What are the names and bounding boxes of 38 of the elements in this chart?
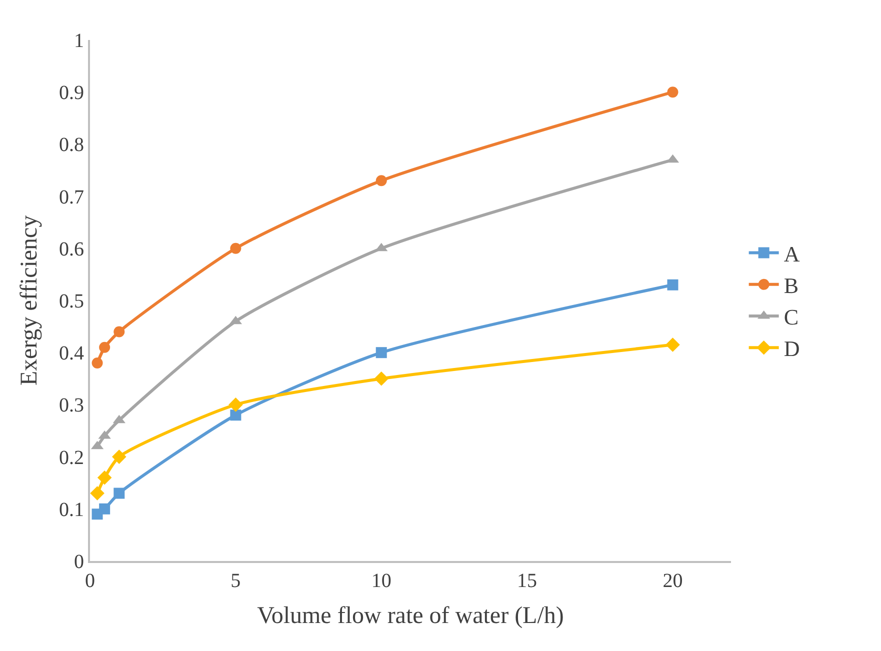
point — [666, 338, 680, 352]
y-tick-label: 0.3 — [59, 394, 84, 417]
point — [92, 358, 103, 369]
x-tick-label: 15 — [517, 570, 538, 592]
y-tick-label: 0.9 — [59, 82, 84, 104]
point — [376, 347, 387, 358]
point — [667, 86, 678, 98]
y-tick-label: 1 — [74, 30, 84, 52]
legend-label: A — [784, 241, 800, 266]
point — [376, 175, 387, 186]
y-tick-label: 0.5 — [59, 290, 84, 312]
y-tick-label: 0.6 — [59, 238, 84, 260]
point — [230, 242, 242, 254]
y-tick-label: 0.1 — [59, 498, 84, 521]
point — [90, 486, 104, 500]
legend-label: D — [784, 336, 800, 362]
legend-label: C — [784, 304, 799, 330]
point — [114, 488, 125, 499]
y-tick-label: 0.7 — [59, 186, 84, 208]
x-tick-label: 5 — [230, 570, 241, 592]
point — [230, 410, 242, 421]
point — [228, 398, 243, 412]
point — [667, 279, 678, 290]
y-tick-label: 0.4 — [59, 342, 84, 365]
point — [97, 470, 112, 485]
x-axis-title: Volume flow rate of water (L/h) — [257, 602, 564, 629]
point — [99, 342, 110, 353]
point — [374, 372, 389, 386]
x-tick-label: 20 — [662, 570, 683, 592]
y-axis-title: Exergy efficiency — [16, 215, 43, 386]
x-tick-label: 10 — [371, 570, 392, 592]
point — [99, 503, 110, 514]
y-tick-label: 0.2 — [59, 446, 84, 469]
point — [114, 326, 125, 338]
y-tick-label: 0.8 — [59, 134, 84, 156]
y-tick-label: 0 — [74, 551, 84, 573]
point — [112, 450, 126, 464]
legend-label: B — [784, 272, 799, 298]
